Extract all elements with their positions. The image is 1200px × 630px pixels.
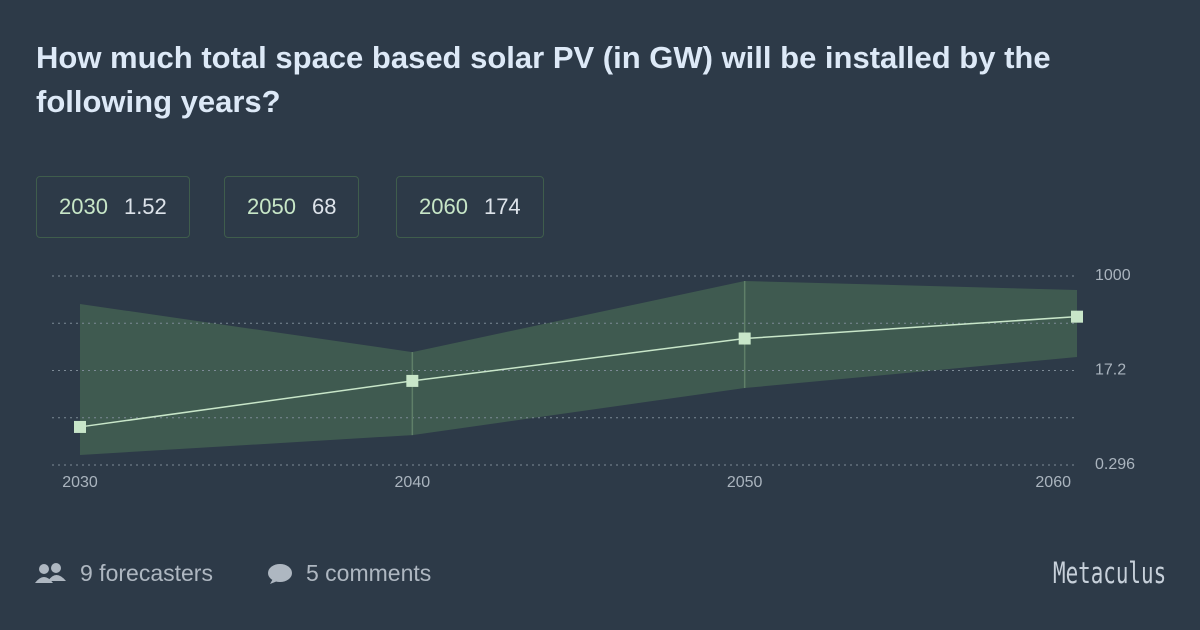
point	[1071, 310, 1083, 323]
median-line	[79, 315, 1078, 428]
y-tick-label: 0.296	[1095, 456, 1135, 473]
forecasters: 9 forecasters	[34, 560, 213, 587]
uncertainty-band	[80, 280, 1077, 455]
x-tick-label: 2040	[395, 474, 431, 491]
stat-value: 174	[483, 194, 521, 219]
stat-year: 2030	[59, 194, 108, 219]
point	[74, 420, 86, 433]
y-tick-label: 1000	[1095, 267, 1131, 284]
point	[406, 374, 419, 387]
stat-value: 1.52	[123, 194, 167, 219]
x-tick-label: 2030	[62, 474, 98, 491]
question-title: How much total space based solar PV (in …	[36, 40, 1051, 119]
comments: 5 comments	[266, 560, 431, 587]
stat-year: 2050	[247, 194, 296, 219]
stat-box: 2030 1.52	[36, 176, 190, 238]
chart: 0.296 17.2 1000 2030 2040 2050 2060	[52, 267, 1135, 491]
people-icon	[35, 562, 66, 583]
stat-year: 2060	[419, 194, 468, 219]
stat-box: 2050 68	[224, 176, 360, 238]
stat-box: 2060 174	[396, 176, 544, 238]
comment-icon	[268, 563, 292, 584]
comments-text: 5 comments	[306, 560, 432, 586]
x-tick-label: 2060	[1035, 474, 1071, 491]
stat-value: 68	[311, 194, 337, 219]
forecasters-text: 9 forecasters	[80, 560, 213, 586]
y-tick-label: 17.2	[1095, 362, 1126, 379]
logo: Metaculus	[1052, 556, 1166, 590]
x-tick-label: 2050	[727, 474, 763, 491]
point	[738, 332, 751, 345]
